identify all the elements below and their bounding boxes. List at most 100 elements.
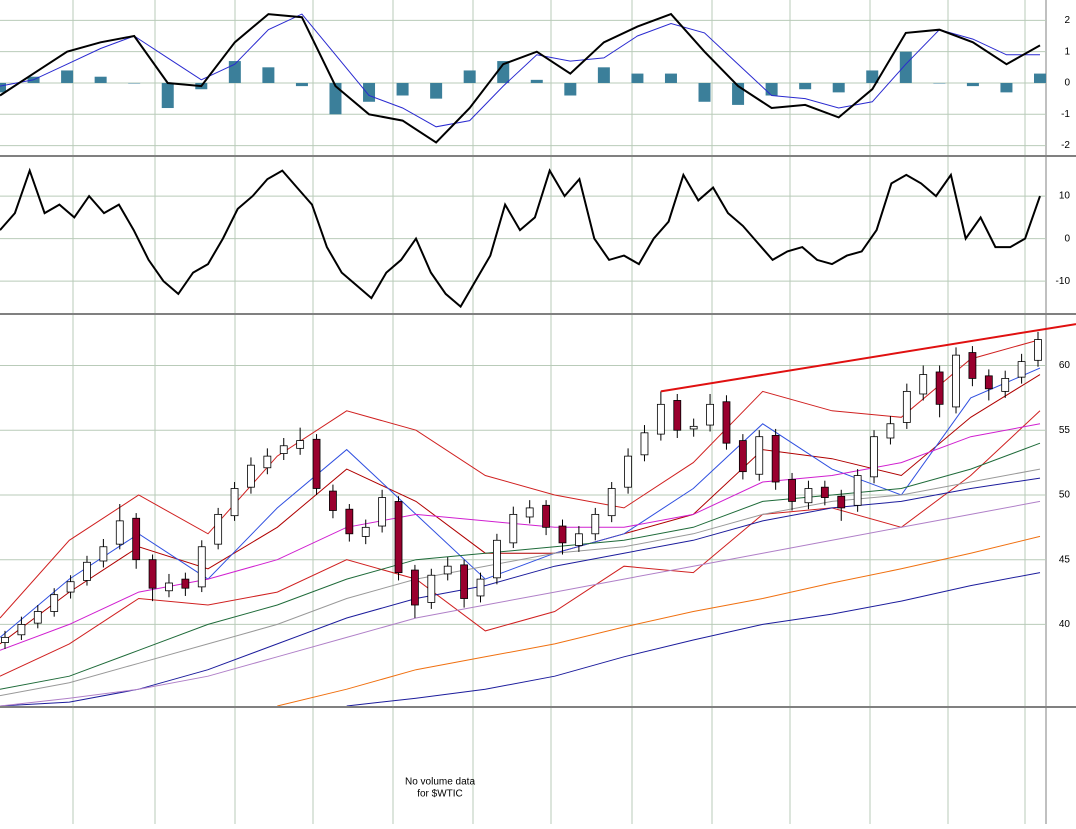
series-line — [0, 13, 1040, 128]
histogram-bar — [866, 70, 879, 83]
candle-body — [689, 425, 698, 430]
candle-body — [591, 513, 600, 535]
histogram-bar — [597, 67, 610, 83]
candle-body — [378, 497, 387, 527]
candle-body — [132, 517, 141, 561]
candle-body — [525, 507, 534, 518]
candle-body — [870, 436, 878, 478]
panel — [0, 167, 1046, 309]
candle-body — [804, 488, 813, 504]
histogram-bar — [463, 70, 476, 83]
candle-body — [493, 539, 501, 579]
histogram-bar — [530, 79, 543, 83]
y-tick-label: 50 — [1059, 490, 1071, 501]
candle-body — [296, 440, 305, 449]
series-line — [0, 410, 1041, 677]
candle-body — [919, 374, 928, 395]
candle-body — [411, 569, 419, 606]
candle-body — [230, 488, 239, 517]
histogram-bar — [430, 82, 443, 99]
histogram-bar — [899, 51, 912, 83]
candle-body — [476, 578, 485, 597]
candle-body — [263, 455, 272, 469]
series-line — [0, 423, 1041, 651]
candle-body — [1034, 339, 1042, 361]
histogram-bar — [698, 82, 711, 102]
histogram-bar — [161, 82, 174, 109]
candle-body — [984, 375, 993, 390]
series-line — [0, 442, 1041, 690]
histogram-bar — [94, 76, 107, 83]
candle-body — [1001, 378, 1010, 392]
candle-body — [33, 611, 42, 624]
panel — [0, 331, 1046, 706]
y-tick-label: 55 — [1059, 425, 1071, 436]
histogram-bar — [363, 82, 376, 102]
series-line — [346, 572, 1041, 706]
trendline — [660, 323, 1076, 393]
candle-body — [83, 561, 91, 581]
histogram-bar — [295, 82, 308, 87]
histogram-bar — [631, 73, 644, 83]
histogram-bar — [799, 82, 812, 90]
y-tick-label: -2 — [1061, 140, 1070, 151]
panel — [0, 12, 1046, 147]
candle-body — [722, 401, 731, 444]
series-line — [0, 367, 1041, 638]
candle-body — [214, 513, 223, 545]
candle-body — [66, 581, 75, 593]
candle-body — [181, 578, 190, 589]
candle-body — [755, 436, 764, 475]
candle-body — [886, 423, 895, 439]
candle-body — [706, 403, 714, 426]
histogram-bar — [832, 82, 845, 93]
candle-body — [165, 582, 173, 592]
y-tick-label: -10 — [1056, 276, 1071, 287]
candle-body — [312, 438, 321, 489]
candle-body — [443, 565, 452, 575]
candle-body — [902, 390, 911, 423]
y-tick-label: 60 — [1059, 360, 1071, 371]
y-tick-label: 2 — [1064, 15, 1070, 26]
candle-body — [148, 559, 157, 589]
y-tick-label: 0 — [1064, 233, 1070, 244]
series-line — [0, 477, 1041, 706]
histogram-bar — [396, 82, 409, 96]
candle-body — [853, 475, 862, 506]
candle-body — [427, 574, 436, 603]
y-tick-label: 1 — [1064, 46, 1070, 57]
y-tick-label: -1 — [1061, 109, 1070, 120]
candle-body — [952, 354, 960, 408]
histogram-bar — [228, 61, 241, 83]
histogram-bar — [329, 82, 342, 115]
y-tick-label: 40 — [1059, 619, 1071, 630]
histogram-bar — [1000, 82, 1013, 93]
histogram-bar — [765, 82, 778, 96]
vertical-grid — [72, 0, 1026, 824]
candle-body — [361, 526, 370, 537]
series-line — [0, 500, 1041, 706]
series-line — [0, 12, 1041, 144]
candle-body — [968, 352, 977, 379]
series-line — [277, 535, 1041, 706]
series-line — [0, 374, 1041, 645]
histogram-bar — [262, 67, 275, 83]
candle-body — [574, 533, 583, 546]
candle-body — [640, 432, 649, 456]
candle-body — [509, 513, 518, 544]
candle-body — [624, 455, 632, 488]
candle-body — [99, 546, 108, 562]
histogram-bar — [128, 82, 141, 84]
candle-body — [345, 508, 354, 535]
candle-body — [1017, 361, 1026, 378]
candle-body — [460, 564, 469, 599]
y-tick-label: 10 — [1059, 191, 1071, 202]
candle-body — [771, 435, 780, 483]
histogram-bar — [664, 73, 677, 83]
candle-body — [820, 486, 829, 498]
candle-body — [1, 636, 9, 643]
volume-note: for $WTIC — [417, 789, 463, 800]
